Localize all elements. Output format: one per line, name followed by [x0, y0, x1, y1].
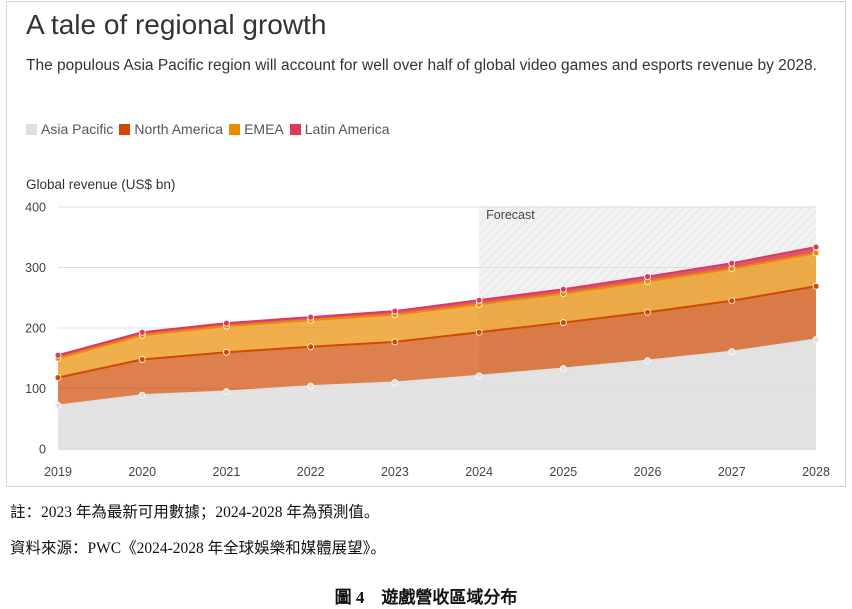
y-axis-label: Global revenue (US$ bn) [26, 177, 175, 192]
x-tick-label: 2020 [128, 465, 156, 479]
y-tick-label: 400 [25, 201, 46, 215]
source-line: 資料來源：PWC《2024-2028 年全球娛樂和媒體展望》。 [10, 540, 386, 557]
point-latin-america [307, 313, 315, 321]
point-asia-pacific [728, 348, 736, 355]
legend-item-emea: EMEA [229, 121, 284, 137]
legend-label-north-america: North America [134, 121, 224, 137]
point-latin-america [223, 319, 230, 327]
figure-caption: 圖 4 遊戲營收區域分布 [334, 588, 518, 607]
x-tick-label: 2028 [802, 465, 830, 479]
x-tick-label: 2022 [297, 465, 325, 479]
point-asia-pacific [307, 382, 315, 390]
area-north-america [58, 286, 816, 406]
x-tick-label: 2025 [549, 465, 577, 479]
forecast-label: Forecast [486, 208, 535, 222]
point-emea [812, 249, 820, 257]
x-tick-label: 2021 [213, 465, 241, 479]
point-north-america [812, 282, 820, 290]
point-latin-america [559, 285, 567, 293]
chart-subtitle: The populous Asia Pacific region will ac… [26, 57, 817, 74]
x-tick-label: 2026 [634, 465, 662, 479]
legend-label-emea: EMEA [244, 121, 284, 137]
legend-label-latin-america: Latin America [304, 121, 390, 137]
legend-item-asia-pacific: Asia Pacific [26, 121, 113, 137]
point-latin-america [54, 351, 62, 359]
note-line: 註：2023 年為最新可用數據；2024-2028 年為預測值。 [10, 504, 380, 521]
legend-item-north-america: North America [119, 121, 223, 137]
point-latin-america [391, 307, 399, 315]
point-asia-pacific [391, 379, 399, 386]
point-latin-america [138, 328, 146, 336]
point-latin-america [812, 243, 820, 251]
point-asia-pacific [138, 391, 146, 399]
area-asia-pacific [58, 339, 816, 449]
line-latin-america [57, 245, 817, 357]
y-tick-label: 0 [39, 443, 46, 457]
x-tick-label: 2019 [44, 465, 72, 479]
point-asia-pacific [475, 372, 483, 380]
line-asia-pacific [57, 338, 817, 407]
point-north-america [54, 374, 62, 382]
x-tick-label: 2027 [718, 465, 746, 479]
point-asia-pacific [54, 402, 62, 409]
legend-swatch-emea [229, 123, 241, 135]
legend-swatch-asia-pacific [26, 123, 37, 135]
chart-title: A tale of regional growth [26, 9, 327, 40]
point-asia-pacific [644, 357, 651, 365]
point-latin-america [728, 259, 736, 267]
legend-swatch-latin-america [289, 123, 301, 135]
point-north-america [307, 343, 315, 351]
y-tick-label: 100 [25, 382, 46, 396]
x-tick-label: 2023 [381, 465, 409, 479]
point-north-america [391, 338, 399, 346]
point-north-america [728, 297, 736, 305]
point-north-america [138, 356, 146, 363]
point-latin-america [475, 296, 483, 304]
x-tick-label: 2024 [465, 465, 493, 479]
legend-label-asia-pacific: Asia Pacific [41, 121, 114, 137]
y-tick-label: 200 [25, 322, 46, 336]
legend-item-latin-america: Latin America [289, 121, 390, 137]
area-emea [58, 252, 816, 378]
point-latin-america [644, 273, 651, 280]
point-north-america [559, 319, 567, 326]
line-north-america [57, 285, 817, 379]
chart-legend: Asia Pacific North America EMEA Latin Am… [26, 121, 396, 137]
point-north-america [475, 328, 483, 336]
point-asia-pacific [559, 365, 567, 372]
line-emea [57, 251, 817, 360]
point-north-america [223, 348, 230, 356]
legend-swatch-north-america [119, 123, 131, 135]
y-tick-label: 300 [25, 261, 46, 275]
point-asia-pacific [812, 336, 820, 343]
point-asia-pacific [223, 388, 230, 395]
point-north-america [644, 308, 651, 316]
